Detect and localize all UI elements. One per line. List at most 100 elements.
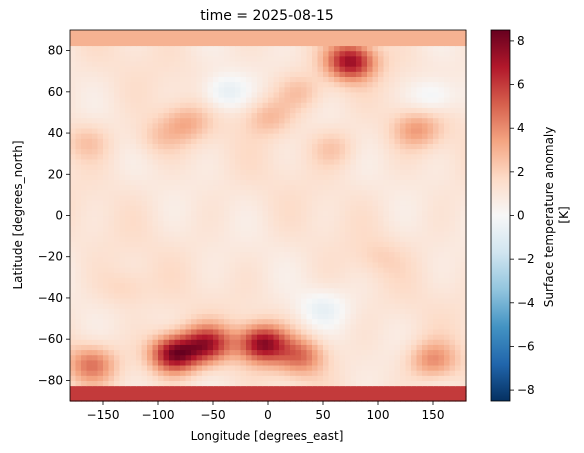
- heatmap-cell: [163, 71, 170, 77]
- heatmap-cell: [334, 303, 341, 309]
- heatmap-cell: [174, 179, 181, 186]
- heatmap-cell: [383, 380, 390, 387]
- heatmap-cell: [295, 308, 302, 314]
- heatmap-cell: [356, 200, 363, 206]
- heatmap-cell: [103, 297, 110, 304]
- heatmap-cell: [246, 138, 253, 144]
- heatmap-cell: [202, 86, 209, 93]
- heatmap-cell: [125, 66, 132, 72]
- heatmap-cell: [400, 174, 407, 181]
- heatmap-cell: [323, 246, 330, 253]
- heatmap-cell: [367, 225, 374, 232]
- heatmap-cell: [273, 339, 280, 345]
- heatmap-cell: [213, 344, 220, 351]
- heatmap-cell: [273, 328, 280, 335]
- heatmap-cell: [339, 107, 346, 114]
- heatmap-cell: [328, 267, 335, 273]
- heatmap-cell: [86, 60, 93, 67]
- heatmap-cell: [103, 81, 110, 88]
- heatmap-cell: [174, 370, 181, 376]
- heatmap-cell: [334, 127, 341, 134]
- heatmap-cell: [207, 344, 214, 351]
- heatmap-cell: [141, 60, 148, 67]
- heatmap-cell: [97, 189, 104, 196]
- heatmap-cell: [328, 370, 335, 376]
- heatmap-cell: [262, 230, 269, 237]
- heatmap-cell: [444, 334, 451, 340]
- heatmap-cell: [268, 241, 275, 248]
- heatmap-cell: [136, 241, 143, 248]
- heatmap-cell: [97, 395, 104, 402]
- heatmap-cell: [328, 102, 335, 108]
- heatmap-cell: [240, 215, 247, 222]
- heatmap-cell: [306, 205, 313, 211]
- heatmap-cell: [416, 91, 423, 98]
- heatmap-cell: [152, 55, 159, 62]
- heatmap-cell: [317, 318, 324, 325]
- heatmap-cell: [163, 313, 170, 320]
- heatmap-cell: [350, 107, 357, 114]
- heatmap-cell: [411, 50, 418, 57]
- heatmap-cell: [378, 50, 385, 57]
- heatmap-cell: [295, 86, 302, 93]
- heatmap-cell: [180, 107, 187, 114]
- heatmap-cell: [334, 385, 341, 392]
- heatmap-cell: [207, 50, 214, 57]
- heatmap-cell: [240, 364, 247, 371]
- heatmap-cell: [405, 200, 412, 206]
- heatmap-cell: [295, 102, 302, 108]
- heatmap-cell: [433, 282, 440, 289]
- heatmap-cell: [317, 251, 324, 258]
- heatmap-cell: [361, 292, 368, 299]
- heatmap-cell: [422, 215, 429, 222]
- heatmap-cell: [350, 292, 357, 299]
- heatmap-cell: [202, 205, 209, 211]
- heatmap-cell: [273, 364, 280, 371]
- heatmap-cell: [114, 76, 121, 83]
- heatmap-cell: [356, 143, 363, 150]
- heatmap-cell: [350, 370, 357, 376]
- heatmap-cell: [185, 133, 192, 139]
- heatmap-cell: [174, 385, 181, 392]
- heatmap-cell: [268, 91, 275, 98]
- heatmap-cell: [334, 287, 341, 294]
- heatmap-cell: [86, 256, 93, 263]
- heatmap-cell: [306, 246, 313, 253]
- heatmap-cell: [394, 133, 401, 139]
- heatmap-cell: [383, 45, 390, 52]
- heatmap-cell: [136, 359, 143, 366]
- heatmap-cell: [103, 127, 110, 134]
- heatmap-cell: [394, 66, 401, 72]
- heatmap-cell: [449, 60, 456, 67]
- heatmap-cell: [169, 375, 176, 381]
- heatmap-cell: [273, 143, 280, 150]
- heatmap-cell: [400, 256, 407, 263]
- heatmap-cell: [86, 148, 93, 155]
- heatmap-cell: [367, 241, 374, 248]
- heatmap-cell: [163, 375, 170, 381]
- heatmap-cell: [207, 328, 214, 335]
- heatmap-cell: [323, 241, 330, 248]
- heatmap-cell: [273, 246, 280, 253]
- heatmap-cell: [328, 210, 335, 217]
- heatmap-cell: [367, 364, 374, 371]
- heatmap-cell: [119, 303, 126, 309]
- heatmap-cell: [273, 153, 280, 160]
- heatmap-cell: [361, 272, 368, 278]
- heatmap-cell: [119, 138, 126, 144]
- heatmap-cell: [356, 158, 363, 165]
- heatmap-cell: [400, 318, 407, 325]
- heatmap-cell: [444, 354, 451, 361]
- heatmap-cell: [130, 127, 137, 134]
- heatmap-cell: [339, 272, 346, 278]
- heatmap-cell: [136, 138, 143, 144]
- heatmap-cell: [92, 66, 99, 72]
- heatmap-cell: [180, 359, 187, 366]
- heatmap-cell: [257, 148, 264, 155]
- heatmap-cell: [444, 102, 451, 108]
- heatmap-cell: [196, 210, 203, 217]
- heatmap-cell: [312, 359, 319, 366]
- heatmap-cell: [257, 102, 264, 108]
- heatmap-cell: [383, 205, 390, 211]
- heatmap-cell: [86, 96, 93, 103]
